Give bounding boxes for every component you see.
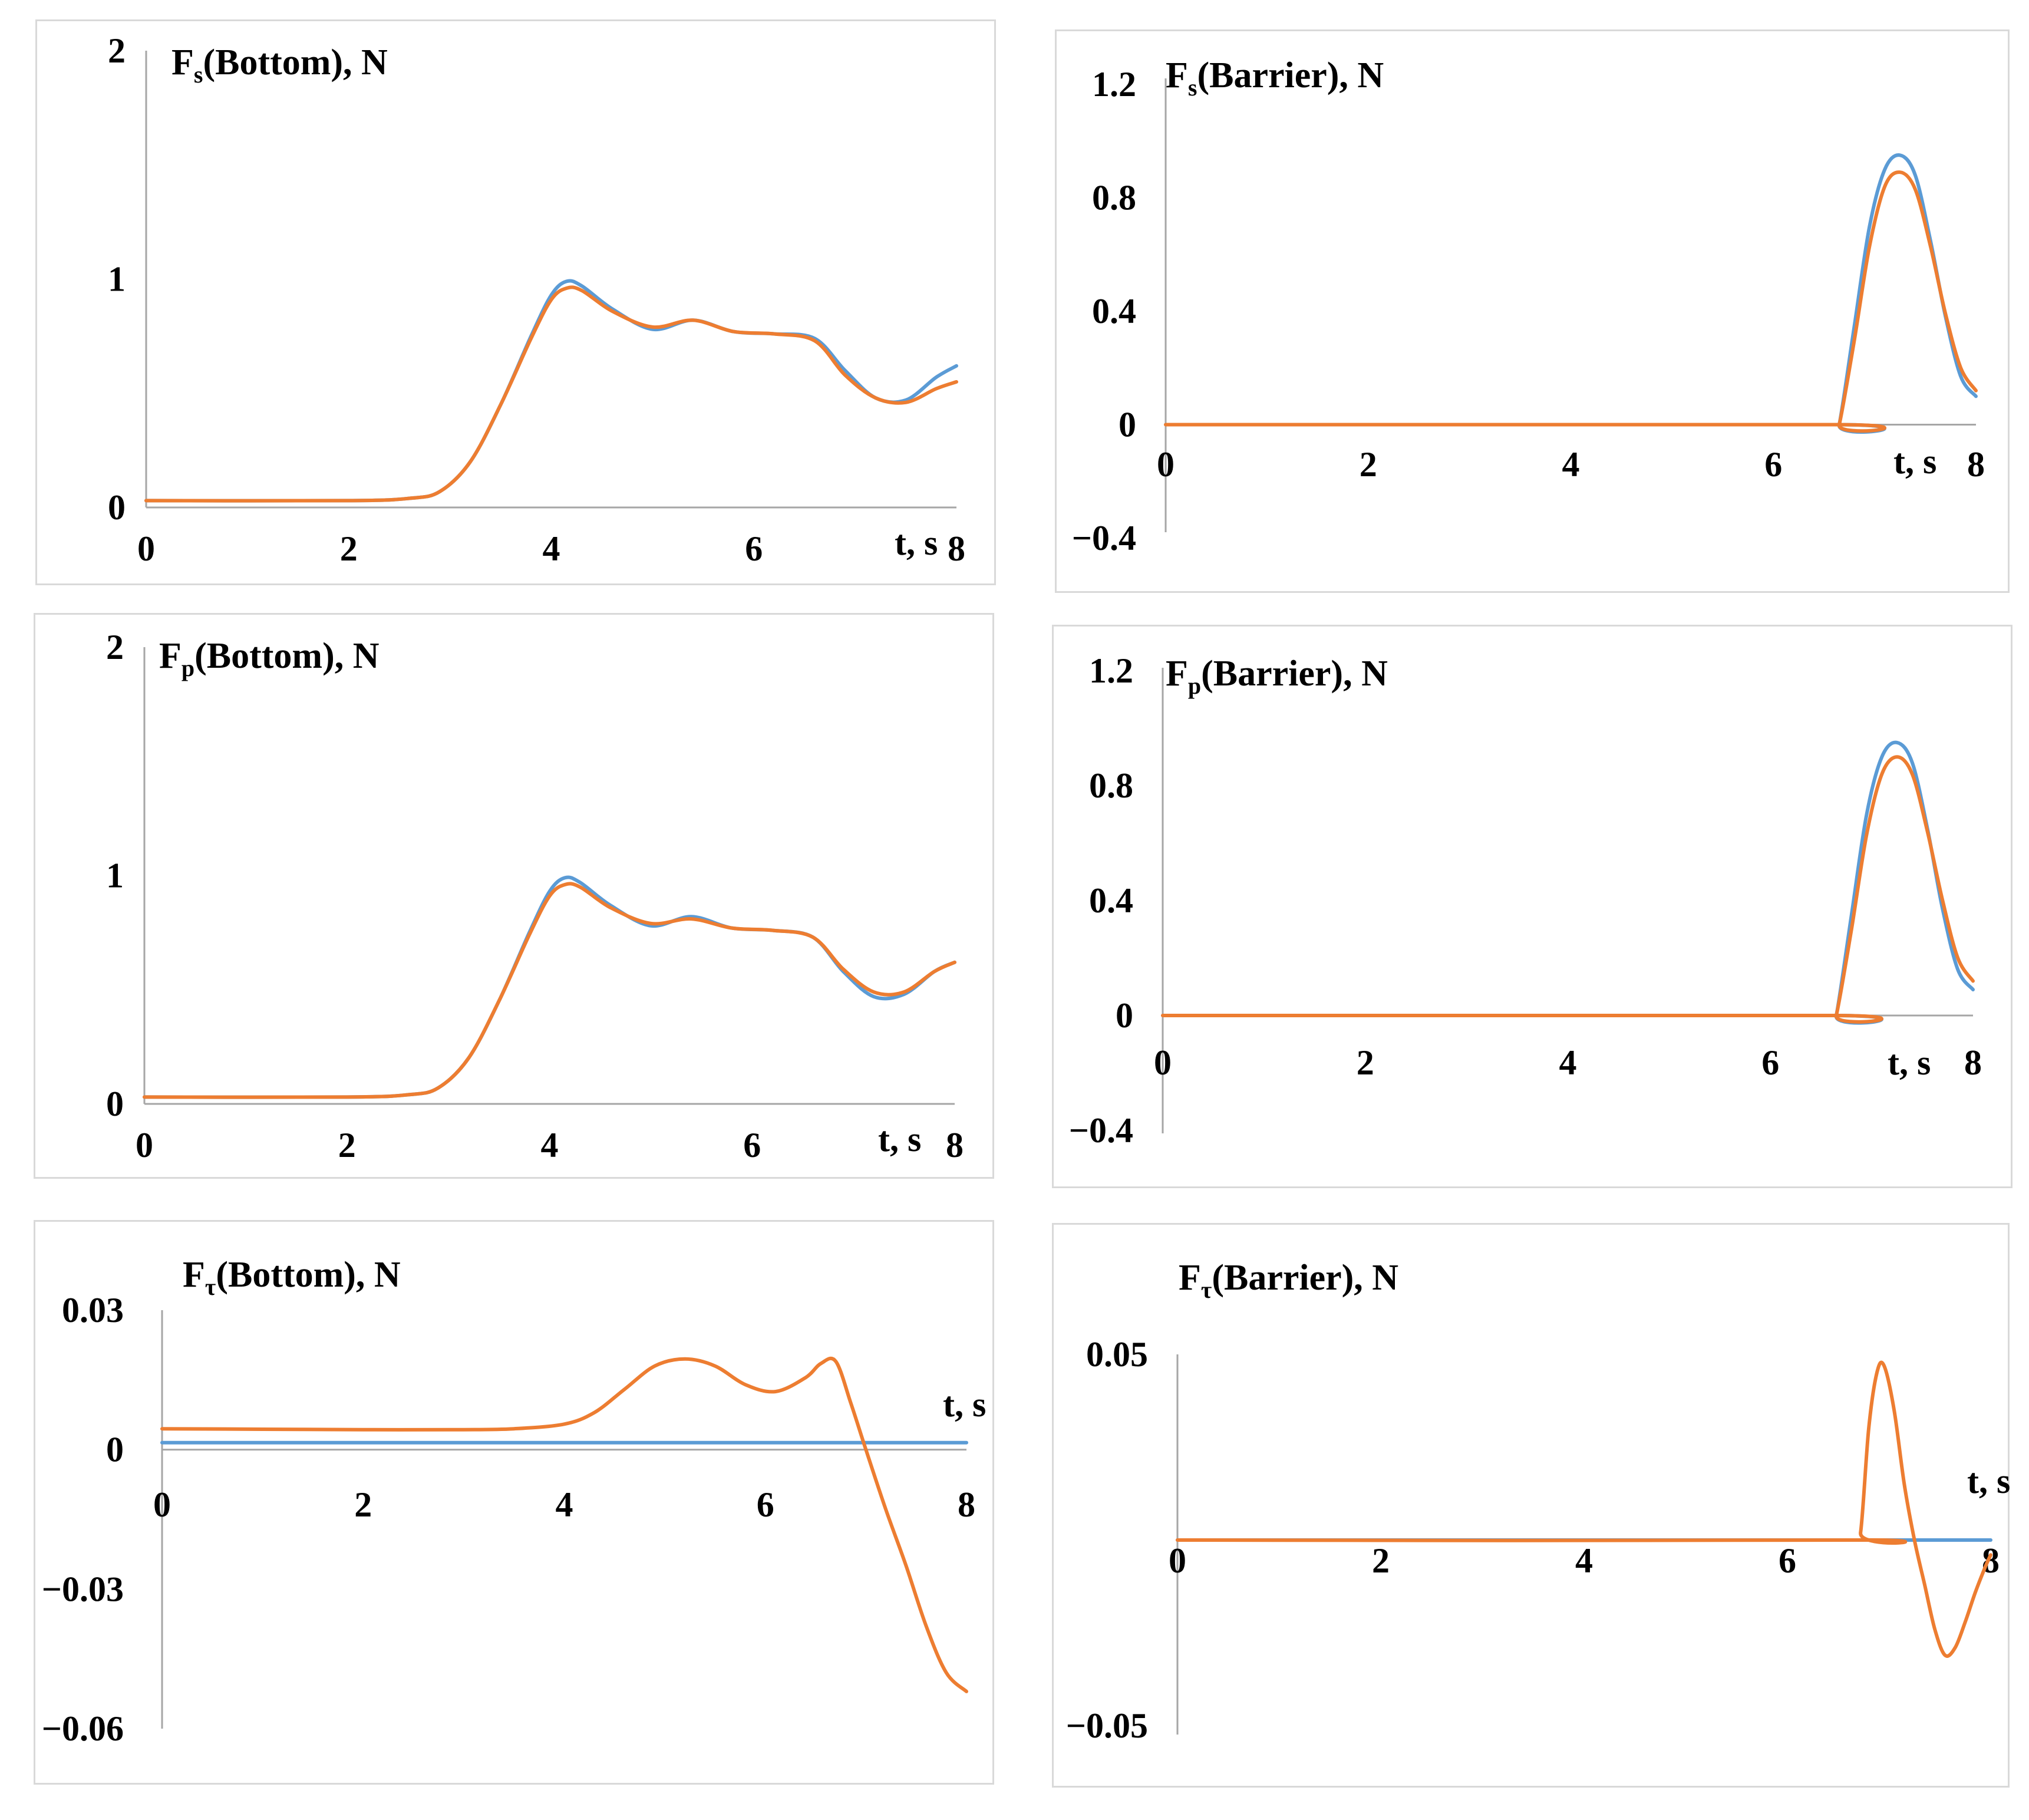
x-tick-label: 2 xyxy=(1357,1043,1374,1082)
chart-panel-fs-bottom: 0 1 2 0 2 4 6 8 t, s Fs(Bottom), N xyxy=(35,19,996,585)
x-tick-label: 2 xyxy=(338,1126,356,1165)
series-line-series1 xyxy=(1164,153,1978,434)
chart-svg-ft-bottom: −0.06 −0.03 0 0.03 0 2 4 6 8 t, s Fτ(Bottom), N xyxy=(42,1255,987,1748)
y-tick-label: 1 xyxy=(108,260,126,299)
y-tick-label: 0 xyxy=(108,488,126,527)
x-tick-label: 0 xyxy=(137,529,155,568)
x-tick-label: 0 xyxy=(1154,1043,1172,1082)
x-tick-label: 8 xyxy=(946,1126,964,1165)
y-tick-label: −0.4 xyxy=(1069,1111,1133,1150)
y-tick-label: 0.05 xyxy=(1086,1335,1148,1374)
series-line-series2 xyxy=(143,882,956,1099)
x-axis-label: t, s xyxy=(1893,442,1936,481)
x-tick-label: 8 xyxy=(948,529,965,568)
series-line-series2 xyxy=(160,1356,968,1693)
y-tick-label: 0.03 xyxy=(62,1291,124,1330)
chart-panel-fp-bottom: 0 1 2 0 2 4 6 8 t, s Fp(Bottom), N xyxy=(34,613,994,1179)
y-tick-label: 0.4 xyxy=(1092,292,1136,331)
x-tick-label: 0 xyxy=(1157,445,1174,484)
x-tick-label: 6 xyxy=(1761,1043,1779,1082)
y-tick-label: 1 xyxy=(106,856,124,895)
x-tick-label: 2 xyxy=(1360,445,1377,484)
chart-title: Fp(Bottom), N xyxy=(159,636,380,681)
chart-title: Fs(Barrier), N xyxy=(1166,55,1384,101)
series-line-series1 xyxy=(143,875,956,1099)
x-tick-label: 6 xyxy=(1764,445,1782,484)
x-tick-label: 6 xyxy=(745,529,763,568)
x-tick-label: 8 xyxy=(1964,1043,1982,1082)
y-tick-label: 1.2 xyxy=(1092,65,1136,104)
series-line-series2 xyxy=(1161,755,1975,1024)
chart-svg-ft-barrier: −0.05 0.05 0 2 4 6 8 t, s Fτ(Barrier), N xyxy=(1066,1258,2011,1745)
x-tick-label: 8 xyxy=(1967,445,1985,484)
x-axis-label: t, s xyxy=(895,523,938,562)
y-tick-label: 0 xyxy=(1116,996,1133,1035)
series-line-series1 xyxy=(144,279,958,503)
y-tick-label: 0 xyxy=(106,1430,124,1469)
y-tick-label: −0.4 xyxy=(1072,519,1136,558)
x-tick-label: 4 xyxy=(1575,1541,1593,1580)
chart-svg-fs-barrier: −0.4 0 0.4 0.8 1.2 0 2 4 6 8 t, s Fs(Barrier), N xyxy=(1072,55,1985,558)
series-line-series1 xyxy=(1161,740,1975,1025)
y-tick-label: 0 xyxy=(106,1084,124,1123)
x-axis-label: t, s xyxy=(1888,1043,1931,1082)
series-line-series2 xyxy=(1164,170,1978,433)
x-tick-label: 4 xyxy=(556,1485,573,1524)
chart-panel-ft-bottom: −0.06 −0.03 0 0.03 0 2 4 6 8 t, s Fτ(Bottom), N xyxy=(34,1220,994,1785)
chart-panel-fs-barrier: −0.4 0 0.4 0.8 1.2 0 2 4 6 8 t, s Fs(Barrier), N xyxy=(1055,29,2010,593)
y-tick-label: 0.4 xyxy=(1089,881,1133,920)
x-tick-label: 0 xyxy=(153,1485,171,1524)
x-tick-label: 6 xyxy=(757,1485,774,1524)
y-tick-label: 0.8 xyxy=(1092,179,1136,217)
chart-panel-ft-barrier: −0.05 0.05 0 2 4 6 8 t, s Fτ(Barrier), N xyxy=(1052,1223,2010,1788)
chart-svg-fs-bottom: 0 1 2 0 2 4 6 8 t, s Fs(Bottom), N xyxy=(108,31,965,568)
x-axis-label: t, s xyxy=(1967,1462,2010,1501)
y-tick-label: 0 xyxy=(1119,405,1136,444)
chart-panel-fp-barrier: −0.4 0 0.4 0.8 1.2 0 2 4 6 8 t, s Fp(Barrier), N xyxy=(1052,625,2012,1188)
x-tick-label: 6 xyxy=(743,1126,761,1165)
x-axis-label: t, s xyxy=(878,1120,921,1159)
x-tick-label: 0 xyxy=(1169,1541,1186,1580)
y-tick-label: 2 xyxy=(106,628,124,667)
y-tick-label: 1.2 xyxy=(1089,651,1133,690)
x-tick-label: 4 xyxy=(1562,445,1580,484)
chart-svg-fp-barrier: −0.4 0 0.4 0.8 1.2 0 2 4 6 8 t, s Fp(Barrier), N xyxy=(1069,651,1982,1150)
chart-title: Fp(Barrier), N xyxy=(1166,654,1388,699)
x-tick-label: 8 xyxy=(958,1485,975,1524)
y-tick-label: −0.06 xyxy=(42,1709,124,1748)
chart-svg-fp-bottom: 0 1 2 0 2 4 6 8 t, s Fp(Bottom), N xyxy=(106,628,964,1165)
y-tick-label: 0.8 xyxy=(1089,766,1133,805)
x-tick-label: 4 xyxy=(1559,1043,1577,1082)
x-tick-label: 2 xyxy=(1372,1541,1390,1580)
x-tick-label: 2 xyxy=(340,529,358,568)
y-tick-label: 2 xyxy=(108,31,126,70)
x-axis-label: t, s xyxy=(943,1385,986,1424)
x-tick-label: 8 xyxy=(1982,1541,2000,1580)
y-tick-label: −0.03 xyxy=(42,1570,124,1608)
x-tick-label: 4 xyxy=(543,529,560,568)
chart-title: Fτ(Barrier), N xyxy=(1179,1258,1398,1303)
y-tick-label: −0.05 xyxy=(1066,1706,1148,1745)
x-tick-label: 6 xyxy=(1779,1541,1796,1580)
x-tick-label: 4 xyxy=(541,1126,559,1165)
series-line-series2 xyxy=(144,285,958,503)
x-tick-label: 0 xyxy=(136,1126,153,1165)
chart-title: Fτ(Bottom), N xyxy=(183,1255,401,1300)
x-tick-label: 2 xyxy=(354,1485,372,1524)
chart-title: Fs(Bottom), N xyxy=(171,42,388,88)
series-line-series2 xyxy=(1176,1360,1992,1658)
